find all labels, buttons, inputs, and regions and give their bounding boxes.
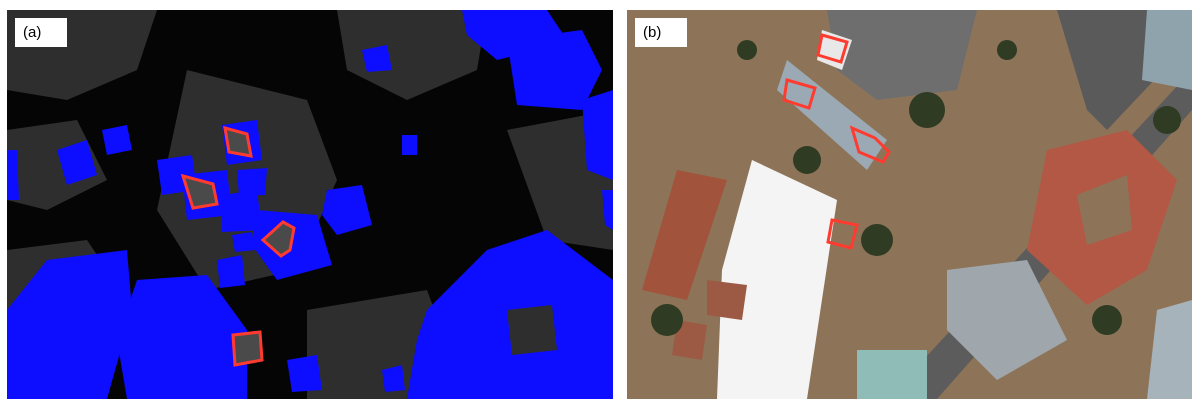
panel-label: (a) — [15, 18, 67, 47]
satellite-image — [627, 10, 1192, 399]
panel-label: (b) — [635, 18, 687, 47]
page: (a) (b) (() => { const data = — [0, 0, 1192, 399]
panel-a: (a) — [7, 10, 613, 399]
panel-b: (b) — [627, 10, 1192, 399]
segmentation-image — [7, 10, 613, 399]
